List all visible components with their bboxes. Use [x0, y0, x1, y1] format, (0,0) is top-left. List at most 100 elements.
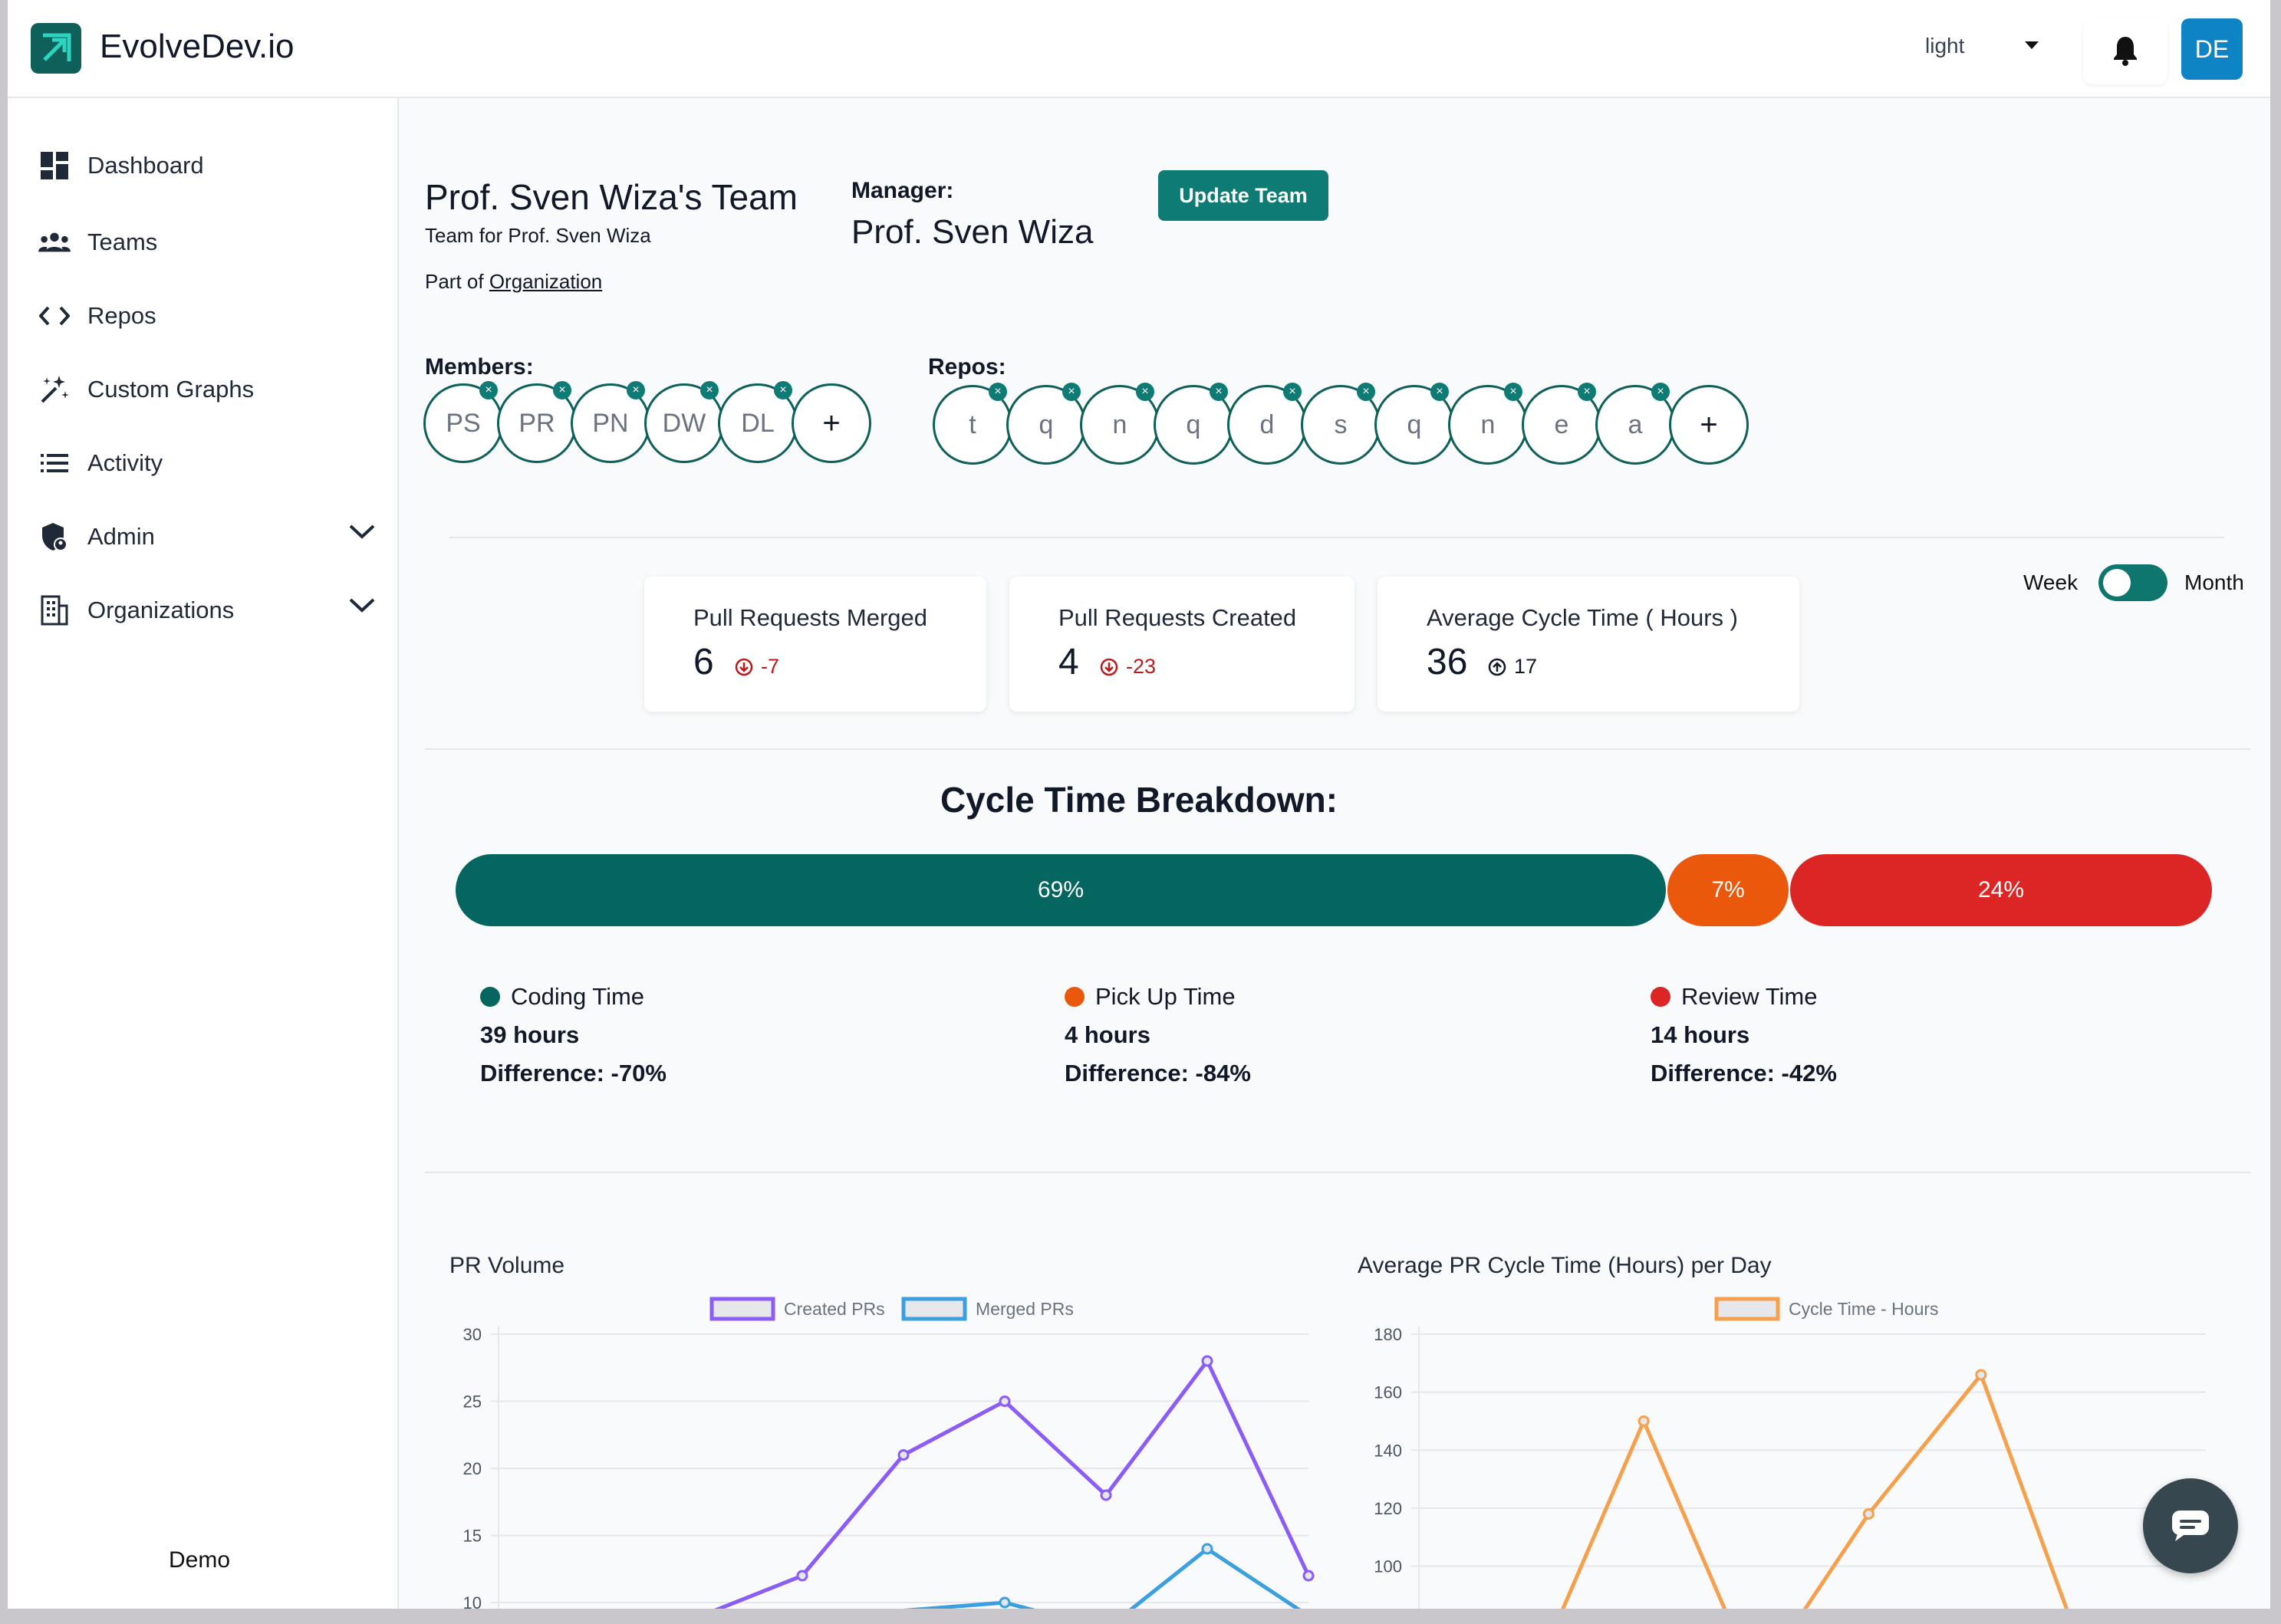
- repo-chip-label: q: [1186, 409, 1201, 439]
- logo-icon[interactable]: [31, 23, 81, 74]
- cycle-time-chart: 80100120140160180Cycle Time - Hours: [1374, 1297, 2206, 1609]
- arrow-down-circle-icon: [1100, 658, 1118, 676]
- add-member-button[interactable]: +: [792, 383, 871, 463]
- sidebar-item-label: Admin: [87, 523, 155, 550]
- chart-title-pr-volume: PR Volume: [449, 1253, 565, 1278]
- remove-icon[interactable]: ×: [479, 381, 498, 399]
- remove-icon[interactable]: ×: [989, 383, 1007, 401]
- sidebar-item-custom-graphs[interactable]: Custom Graphs: [38, 367, 376, 413]
- stat-card-cycle-time: Average Cycle Time ( Hours ) 36 17: [1377, 577, 1799, 712]
- member-chip[interactable]: DW ×: [644, 381, 724, 463]
- segment-review-time: 24%: [1790, 854, 2212, 926]
- repo-chip-label: d: [1259, 409, 1275, 439]
- data-point: [1302, 1570, 1315, 1582]
- member-chip[interactable]: DL ×: [718, 381, 798, 463]
- user-avatar-button[interactable]: DE: [2181, 18, 2243, 80]
- repo-chip[interactable]: q ×: [1006, 383, 1086, 465]
- remove-icon[interactable]: ×: [1430, 383, 1449, 401]
- part-of: Part of Organization: [425, 270, 602, 294]
- series-line: [903, 1546, 1302, 1609]
- member-chip[interactable]: PN ×: [571, 381, 650, 463]
- data-point: [897, 1449, 910, 1461]
- members-label: Members:: [425, 354, 534, 380]
- stat-card-created: Pull Requests Created 4 -23: [1009, 577, 1354, 712]
- remove-icon[interactable]: ×: [1357, 383, 1375, 401]
- sidebar-item-activity[interactable]: Activity: [38, 440, 376, 486]
- repo-chip[interactable]: t ×: [933, 383, 1012, 465]
- stat-delta-value: -7: [761, 655, 780, 678]
- y-tick-label: 180: [1374, 1325, 1402, 1344]
- repo-chip-label: e: [1554, 409, 1569, 439]
- legend-swatch: [709, 1297, 775, 1321]
- repo-chip[interactable]: a ×: [1595, 383, 1675, 465]
- sidebar-item-label: Dashboard: [87, 152, 204, 179]
- sidebar: Dashboard Teams Repos Custom Graphs Acti…: [8, 98, 399, 1609]
- data-point: [999, 1396, 1011, 1407]
- period-toggle[interactable]: [2098, 564, 2167, 601]
- repo-chip[interactable]: e ×: [1522, 383, 1601, 465]
- remove-icon[interactable]: ×: [553, 381, 571, 399]
- repo-chip[interactable]: d ×: [1227, 383, 1307, 465]
- remove-icon[interactable]: ×: [1210, 383, 1228, 401]
- sidebar-item-organizations[interactable]: Organizations: [38, 587, 376, 633]
- member-chip-label: PS: [446, 408, 481, 438]
- sidebar-item-admin[interactable]: Admin: [38, 514, 376, 560]
- pr-volume-chart: 10 15 20 25 30 Created PRs Merged PRs: [463, 1297, 1315, 1609]
- repo-chip[interactable]: q ×: [1154, 383, 1233, 465]
- remove-icon[interactable]: ×: [1504, 383, 1522, 401]
- code-icon: [38, 300, 71, 332]
- chevron-down-icon[interactable]: [348, 523, 376, 545]
- sidebar-item-teams[interactable]: Teams: [38, 219, 376, 265]
- remove-icon[interactable]: ×: [1283, 383, 1302, 401]
- notifications-button[interactable]: [2083, 18, 2167, 84]
- divider: [425, 1172, 2250, 1173]
- repo-chip[interactable]: n ×: [1448, 383, 1528, 465]
- segment-pickup-time: 7%: [1667, 854, 1789, 926]
- remove-icon[interactable]: ×: [1578, 383, 1596, 401]
- remove-icon[interactable]: ×: [700, 381, 719, 399]
- remove-icon[interactable]: ×: [1651, 383, 1670, 401]
- legend-dot: [1651, 987, 1670, 1007]
- member-chip[interactable]: PS ×: [423, 381, 503, 463]
- caret-down-icon[interactable]: [2025, 41, 2039, 49]
- remove-icon[interactable]: ×: [1136, 383, 1154, 401]
- y-tick-label: 140: [1374, 1441, 1402, 1460]
- repo-chip[interactable]: q ×: [1374, 383, 1454, 465]
- sidebar-item-dashboard[interactable]: Dashboard: [38, 143, 376, 189]
- chevron-down-icon[interactable]: [348, 597, 376, 619]
- legend-review-time: Review Time 14 hours Difference: -42%: [1651, 983, 1837, 1087]
- remove-icon[interactable]: ×: [1062, 383, 1081, 401]
- building-icon: [38, 594, 71, 626]
- dashboard-icon: [38, 150, 71, 182]
- brand-name[interactable]: EvolveDev.io: [100, 28, 295, 65]
- member-chip-label: DL: [741, 408, 775, 438]
- chat-button[interactable]: [2143, 1478, 2238, 1573]
- data-point: [1201, 1543, 1213, 1555]
- stat-delta: -23: [1100, 655, 1156, 679]
- stat-value: 36: [1427, 642, 1468, 682]
- member-chip[interactable]: PR ×: [497, 381, 577, 463]
- month-label: Month: [2184, 570, 2244, 594]
- update-team-button[interactable]: Update Team: [1158, 170, 1328, 221]
- manager-label: Manager:: [851, 178, 954, 203]
- legend-dot: [480, 987, 500, 1007]
- sidebar-item-repos[interactable]: Repos: [38, 293, 376, 339]
- divider: [449, 537, 2224, 538]
- y-tick-label: 160: [1374, 1383, 1402, 1402]
- theme-select[interactable]: light: [1925, 34, 1965, 58]
- legend-difference: Difference: -70%: [480, 1060, 667, 1087]
- team-subtitle: Team for Prof. Sven Wiza: [425, 224, 651, 247]
- legend-pickup-time: Pick Up Time 4 hours Difference: -84%: [1065, 983, 1251, 1087]
- member-chip-label: DW: [662, 408, 706, 438]
- remove-icon[interactable]: ×: [627, 381, 645, 399]
- repo-chip[interactable]: s ×: [1301, 383, 1381, 465]
- stat-value: 4: [1058, 642, 1079, 682]
- legend-coding-time: Coding Time 39 hours Difference: -70%: [480, 983, 667, 1087]
- add-repo-button[interactable]: +: [1669, 385, 1749, 465]
- segment-coding-time: 69%: [456, 854, 1666, 926]
- stat-card-merged: Pull Requests Merged 6 -7: [644, 577, 986, 712]
- repo-chip[interactable]: n ×: [1080, 383, 1160, 465]
- remove-icon[interactable]: ×: [774, 381, 792, 399]
- organization-link[interactable]: Organization: [489, 270, 603, 293]
- week-label: Week: [2023, 570, 2079, 594]
